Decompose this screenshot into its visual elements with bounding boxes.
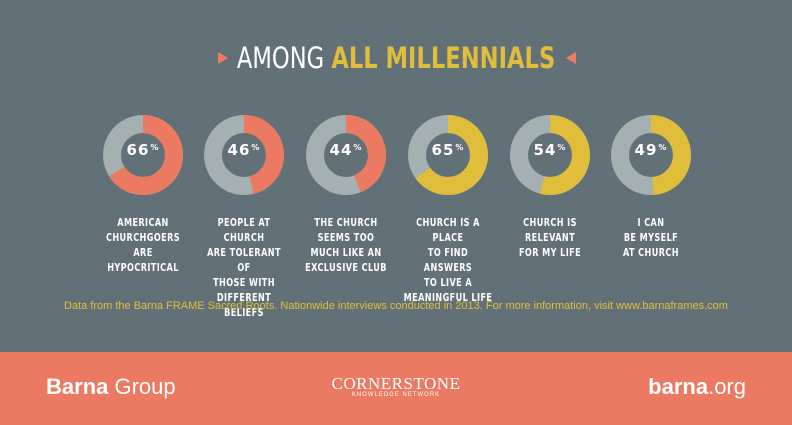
donut-category-label: AMERICAN CHURCHGOERS ARE HYPOCRITICAL: [105, 216, 181, 274]
title-accent: ALL MILLENNIALS: [331, 41, 556, 75]
donut-ring: [103, 115, 183, 195]
page-title: AMONG ALL MILLENNIALS: [0, 38, 792, 78]
barna-org-logo: barna.org: [648, 374, 746, 400]
donut-value-arc: [204, 115, 284, 195]
donut-category-label: PEOPLE AT CHURCH ARE TOLERANT OF THOSE W…: [207, 216, 281, 319]
right-triangle-icon: [566, 52, 576, 64]
donut-ring: [204, 115, 284, 195]
donut-percent-label: 44%: [291, 141, 401, 159]
percent-value: 66: [126, 141, 150, 159]
donut-chart-row: 66% AMERICAN CHURCHGOERS ARE HYPOCRITICAL…: [0, 115, 792, 319]
donut-chart-6: 49% I CAN BE MYSELF AT CHURCH: [596, 115, 706, 260]
donut-ring: [408, 115, 488, 195]
percent-symbol: %: [150, 143, 160, 152]
left-triangle-icon: [218, 52, 228, 64]
donut-value-arc: [103, 115, 183, 195]
donut-percent-label: 65%: [393, 141, 503, 159]
barna-org-logo-bold: barna: [648, 374, 709, 399]
donut-percent-label: 49%: [596, 141, 706, 159]
donut-percent-label: 46%: [189, 141, 299, 159]
percent-value: 49: [634, 141, 658, 159]
percent-symbol: %: [658, 143, 668, 152]
donut-category-label: I CAN BE MYSELF AT CHURCH: [623, 216, 679, 259]
percent-symbol: %: [557, 143, 567, 152]
donut-chart-3: 44% THE CHURCH SEEMS TOO MUCH LIKE AN EXC…: [291, 115, 401, 275]
percent-value: 65: [431, 141, 455, 159]
percent-value: 46: [227, 141, 251, 159]
barna-group-logo: Barna Group: [46, 374, 176, 400]
donut-category-label: CHURCH IS RELEVANT FOR MY LIFE: [518, 216, 582, 259]
barna-org-logo-light: .org: [708, 374, 746, 399]
donut-value-arc: [408, 115, 488, 195]
donut-chart-1: 66% AMERICAN CHURCHGOERS ARE HYPOCRITICAL: [88, 115, 198, 275]
donut-ring: [510, 115, 590, 195]
donut-ring: [611, 115, 691, 195]
footnote: Data from the Barna FRAME Sacred Roots. …: [64, 300, 728, 312]
donut-value-arc: [611, 115, 691, 195]
percent-value: 54: [533, 141, 557, 159]
percent-symbol: %: [455, 143, 465, 152]
percent-symbol: %: [251, 143, 261, 152]
donut-chart-4: 65% CHURCH IS A PLACE TO FIND ANSWERS TO …: [393, 115, 503, 305]
cornerstone-logo: CORNERSTONE KNOWLEDGE NETWORK: [0, 374, 792, 398]
barna-group-logo-bold: Barna: [46, 374, 109, 399]
donut-ring: [306, 115, 386, 195]
footer-bar: Barna Group CORNERSTONE KNOWLEDGE NETWOR…: [0, 352, 792, 425]
donut-value-arc: [306, 115, 386, 195]
donut-category-label: THE CHURCH SEEMS TOO MUCH LIKE AN EXCLUS…: [305, 216, 387, 274]
percent-value: 44: [329, 141, 353, 159]
donut-category-label: CHURCH IS A PLACE TO FIND ANSWERS TO LIV…: [403, 216, 493, 304]
barna-group-logo-light: Group: [108, 374, 176, 399]
donut-chart-2: 46% PEOPLE AT CHURCH ARE TOLERANT OF THOS…: [189, 115, 299, 320]
donut-value-arc: [510, 115, 590, 195]
donut-percent-label: 54%: [495, 141, 605, 159]
percent-symbol: %: [353, 143, 363, 152]
title-prefix: AMONG: [236, 41, 325, 75]
donut-percent-label: 66%: [88, 141, 198, 159]
donut-chart-5: 54% CHURCH IS RELEVANT FOR MY LIFE: [495, 115, 605, 260]
cornerstone-logo-sub: KNOWLEDGE NETWORK: [351, 392, 441, 398]
cornerstone-logo-main: CORNERSTONE: [331, 374, 461, 393]
